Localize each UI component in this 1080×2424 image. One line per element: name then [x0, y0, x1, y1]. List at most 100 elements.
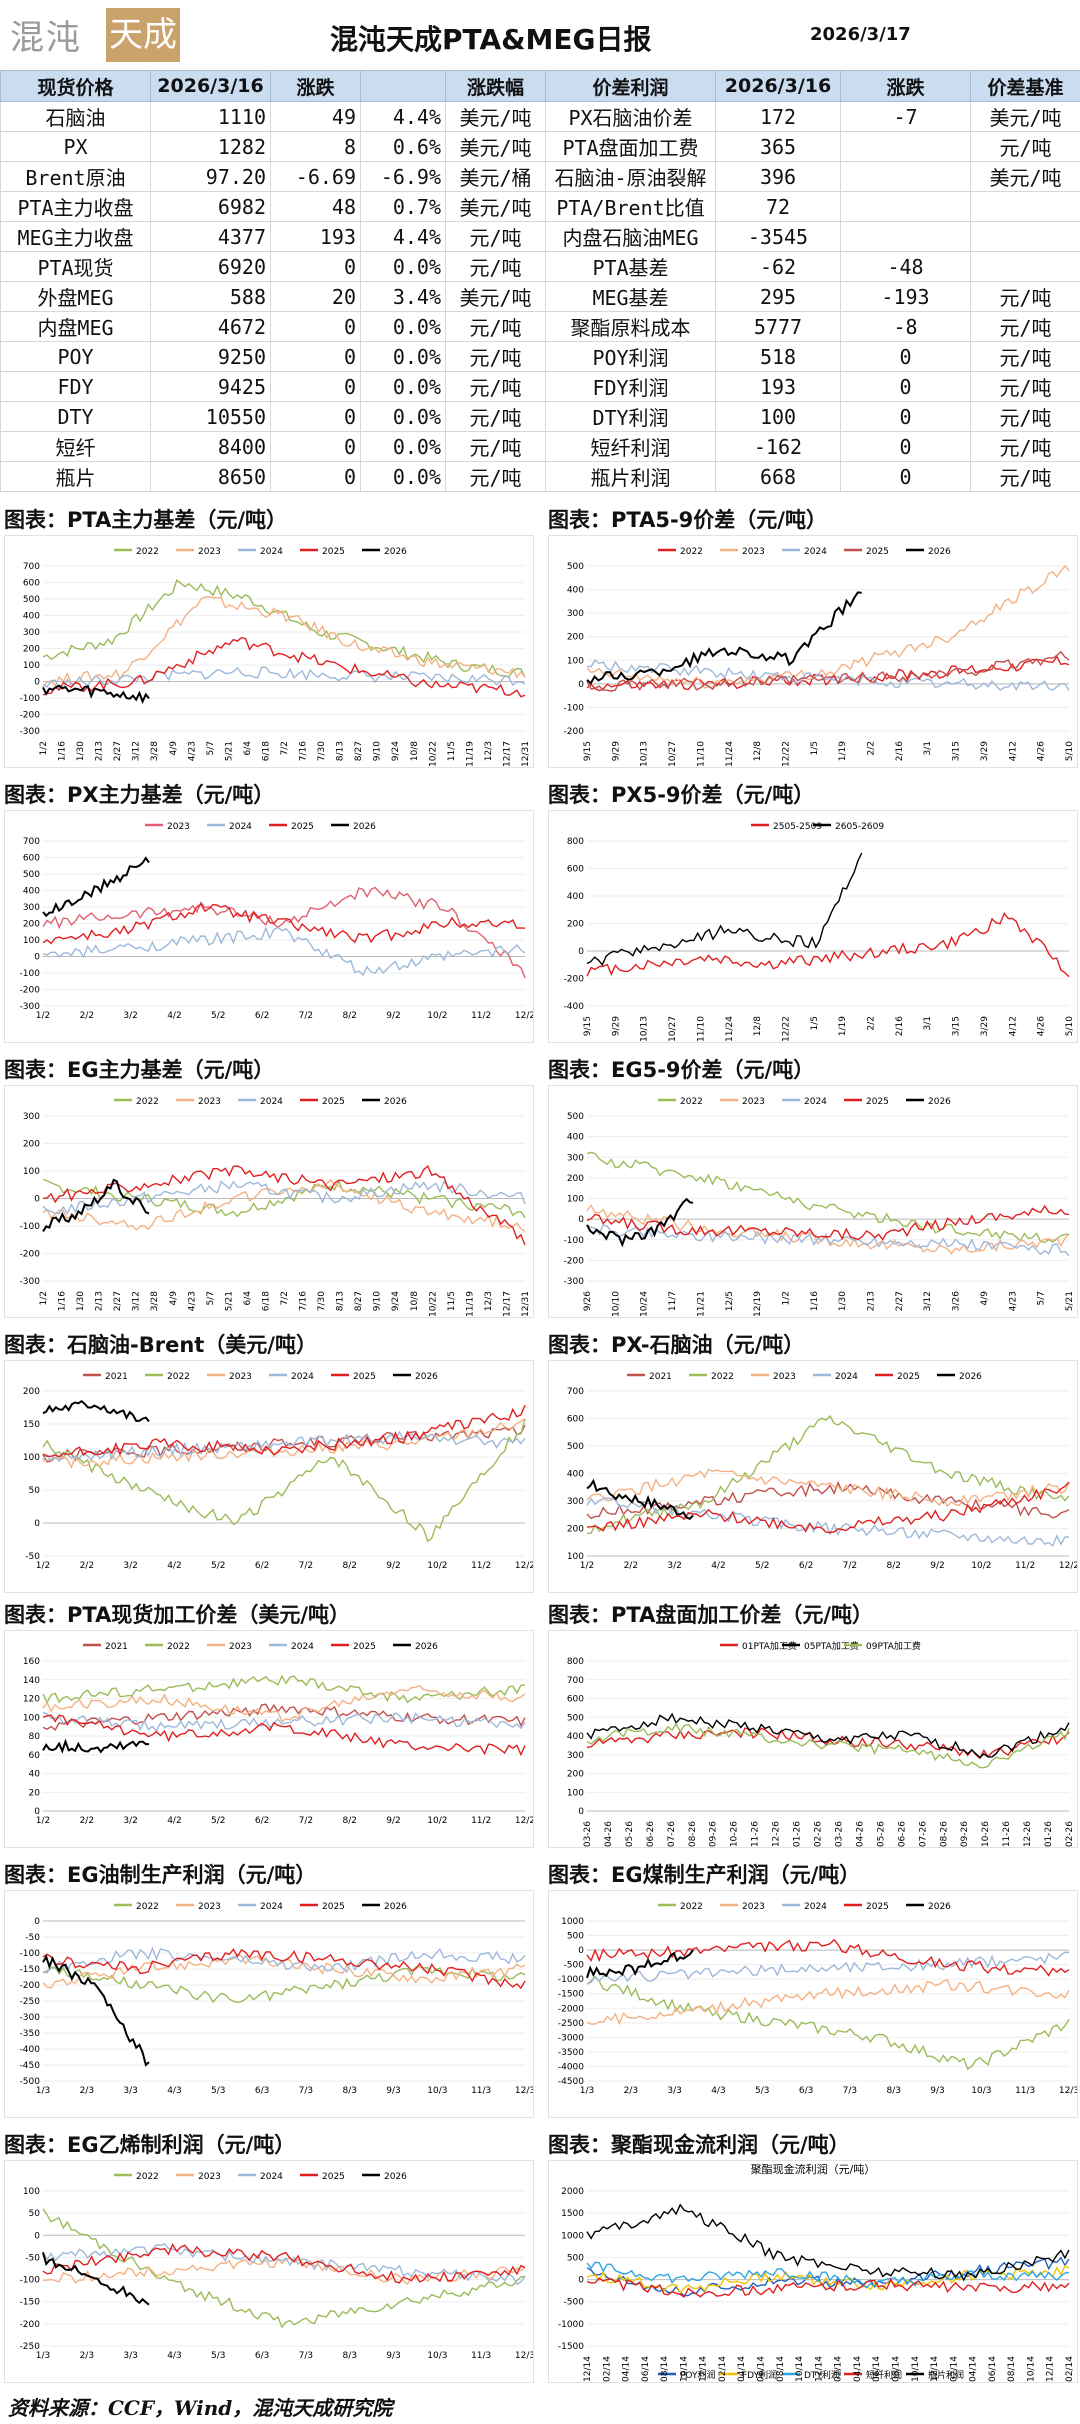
report-header: 混沌 天成 混沌天成PTA&MEG日报 2026/3/17: [0, 0, 1080, 70]
legend-item: 2024: [238, 547, 283, 557]
spot-price-table: 现货价格 2026/3/16 涨跌 涨跌幅 石脑油 1110 49 4.4% 美元/吨 PX 12…: [0, 70, 546, 492]
x-tick-label: 11/5: [447, 1291, 457, 1311]
legend-label: 2023: [229, 1372, 252, 1382]
y-tick-label: 0: [34, 1519, 40, 1529]
legend-label: 2021: [105, 1372, 128, 1382]
series-line: [586, 1468, 1070, 1508]
y-tick-label: -350: [20, 2029, 41, 2039]
spot-cell: 0: [270, 461, 361, 492]
table-row: PTA主力收盘 6982 48 0.7% 美元/吨: [0, 191, 546, 222]
x-tick-label: 26/02/14: [1065, 2356, 1075, 2383]
x-tick-label: 5/3: [211, 2086, 225, 2096]
y-tick-label: 300: [23, 1112, 40, 1122]
spot-cell: 元/吨: [445, 341, 546, 372]
spread-cell: 0: [840, 341, 971, 372]
spot-cell: 8: [270, 131, 361, 162]
x-tick-label: 6/4: [243, 741, 253, 756]
x-tick-label: 25/02/14: [949, 2356, 959, 2383]
series-line: [586, 1223, 1070, 1257]
spread-cell: PTA/Brent比值: [545, 191, 716, 222]
table-row: PTA基差 -62 -48: [545, 251, 1080, 282]
spread-cell: 短纤利润: [545, 431, 716, 462]
legend-item: 2022: [689, 1372, 734, 1382]
series-line: [42, 1418, 526, 1543]
y-tick-label: 100: [567, 1195, 584, 1205]
x-tick-label: 3/29: [980, 1016, 990, 1036]
x-tick-label: 2/13: [95, 1291, 105, 1311]
legend-label: 2021: [105, 1642, 128, 1652]
series-line: [586, 1414, 1070, 1534]
y-tick-label: -400: [20, 2045, 41, 2055]
legend-label: 2026: [928, 547, 951, 557]
x-tick-label: 1/2: [580, 1561, 594, 1571]
x-tick-label: 10/2: [971, 1561, 991, 1571]
company-logo: 混沌 天成: [10, 8, 180, 62]
y-tick-label: -100: [20, 1222, 41, 1232]
x-tick-label: 2/3: [80, 2351, 94, 2361]
x-tick-label: 2025-09-26: [960, 1821, 970, 1848]
x-tick-label: 23/12/14: [814, 2356, 824, 2383]
series-line: [586, 1951, 1069, 1985]
chart-title: 图表：EG主力基差（元/吨）: [4, 1058, 275, 1082]
spread-header-3: 价差基准: [970, 70, 1080, 102]
y-tick-label: 0: [34, 2231, 40, 2241]
series-line: [42, 1164, 526, 1246]
x-tick-label: 1/2: [39, 741, 49, 755]
legend-label: 2605-2609: [835, 822, 884, 832]
chart-title: 图表：PX5-9价差（元/吨）: [548, 783, 815, 807]
series-line: [586, 852, 863, 967]
x-tick-label: 7/30: [317, 741, 327, 761]
y-tick-label: 100: [23, 2187, 40, 2197]
x-tick-label: 9/2: [386, 1816, 400, 1826]
spot-header-3: [360, 70, 446, 102]
y-tick-label: -300: [20, 2013, 41, 2023]
legend-item: 2024: [238, 1097, 283, 1107]
x-tick-label: 7/2: [843, 1561, 857, 1571]
x-tick-label: 4/9: [980, 1291, 990, 1306]
chart-panel: 图表：PTA5-9价差（元/吨） 2022 2023 2024 2025 2026 500 4…: [548, 505, 1078, 768]
y-tick-label: -300: [564, 1277, 585, 1287]
legend-label: 2024: [835, 1372, 858, 1382]
x-tick-label: 2/16: [895, 741, 905, 761]
y-tick-label: 100: [23, 1453, 40, 1463]
spot-header-1: 2026/3/16: [150, 70, 271, 102]
y-tick-label: -200: [564, 975, 585, 985]
x-tick-label: 24/10/14: [911, 2356, 921, 2383]
legend-item: 2025: [300, 2172, 345, 2182]
legend-item: 2026: [362, 2172, 407, 2182]
x-tick-label: 10/13: [640, 1016, 650, 1042]
x-tick-label: 9/15: [583, 741, 593, 761]
legend-label: 2022: [680, 547, 703, 557]
spot-cell: MEG主力收盘: [0, 221, 151, 252]
spread-cell: 365: [715, 131, 841, 162]
x-tick-label: 2/16: [895, 1016, 905, 1036]
spread-cell: [970, 221, 1080, 252]
spread-cell: -3545: [715, 221, 841, 252]
table-row: 聚酯原料成本 5777 -8 元/吨: [545, 311, 1080, 342]
y-tick-label: 700: [567, 1387, 584, 1397]
legend-item: DTY利润: [782, 2369, 840, 2381]
chart-panel: 图表：PTA主力基差（元/吨） 2022 2023 2024 2025 2026 700 60…: [4, 505, 534, 768]
x-tick-label: 4/3: [167, 2086, 181, 2096]
x-tick-label: 6/3: [255, 2086, 269, 2096]
table-row: POY 9250 0 0.0% 元/吨: [0, 341, 546, 372]
spot-cell: 美元/吨: [445, 281, 546, 312]
legend-label: 2025: [353, 1642, 376, 1652]
x-tick-label: 9/2: [386, 1011, 400, 1021]
x-tick-label: 10/2: [427, 1561, 447, 1571]
y-tick-label: -200: [20, 711, 41, 721]
y-tick-label: -3500: [558, 2048, 584, 2058]
spot-cell: 元/吨: [445, 311, 546, 342]
table-row: PTA盘面加工费 365 元/吨: [545, 131, 1080, 162]
x-tick-label: 23/06/14: [757, 2356, 767, 2383]
legend-label: 2023: [742, 547, 765, 557]
spread-header-0: 价差利润: [545, 70, 716, 102]
spot-cell: 0: [270, 341, 361, 372]
x-tick-label: 9/10: [373, 741, 383, 761]
legend-item: 2026: [906, 1097, 951, 1107]
x-tick-label: 7/2: [299, 1816, 313, 1826]
legend-label: 2025: [866, 547, 889, 557]
chart-title: 图表：EG乙烯制利润（元/吨）: [4, 2133, 296, 2157]
x-tick-label: 8/2: [342, 1011, 356, 1021]
legend-item: 2023: [176, 547, 221, 557]
